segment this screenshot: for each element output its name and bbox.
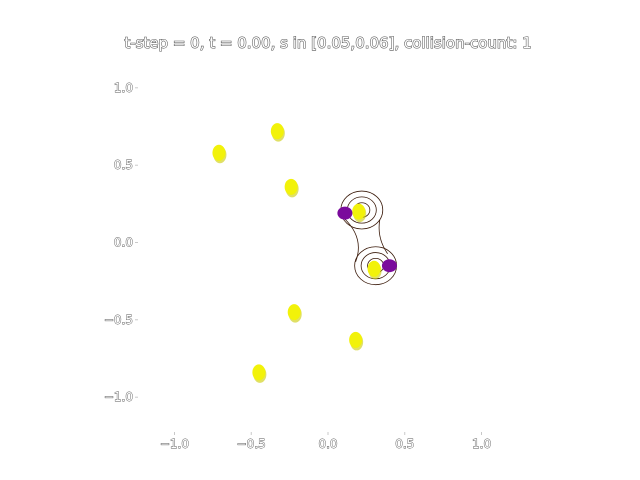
particle-point bbox=[287, 304, 301, 321]
colliding-particle-point bbox=[381, 259, 397, 273]
y-tick-label: 1.0 bbox=[114, 81, 133, 95]
particle-point bbox=[367, 260, 381, 277]
x-tick-label: 0.0 bbox=[318, 437, 337, 451]
x-tick-label: −1.0 bbox=[160, 437, 189, 451]
particle-point bbox=[349, 331, 363, 348]
x-tick-label: 0.5 bbox=[395, 437, 414, 451]
y-axis: 1.0 0.5 0.0 −0.5 −1.0 bbox=[103, 80, 138, 405]
x-tick-label: 1.0 bbox=[472, 437, 491, 451]
particle-point bbox=[270, 123, 284, 140]
x-axis: −1.0 −0.5 0.0 0.5 1.0 bbox=[159, 432, 492, 451]
colliding-particle-point bbox=[337, 206, 353, 220]
y-tick-label: −0.5 bbox=[104, 313, 133, 327]
particle-point bbox=[212, 144, 226, 161]
particles bbox=[212, 123, 397, 383]
x-tick-label: −0.5 bbox=[237, 437, 266, 451]
contour-bridge bbox=[343, 217, 359, 262]
particle-point bbox=[284, 178, 298, 195]
particle-point bbox=[252, 364, 266, 381]
chart-title: t-step = 0, t = 0.00, s in [0.05,0.06], … bbox=[124, 34, 531, 52]
contour-bridge bbox=[378, 219, 388, 254]
y-tick-label: 0.0 bbox=[114, 236, 133, 250]
y-tick-label: 0.5 bbox=[114, 158, 133, 172]
particle-point bbox=[352, 203, 366, 220]
y-tick-label: −1.0 bbox=[104, 390, 133, 404]
